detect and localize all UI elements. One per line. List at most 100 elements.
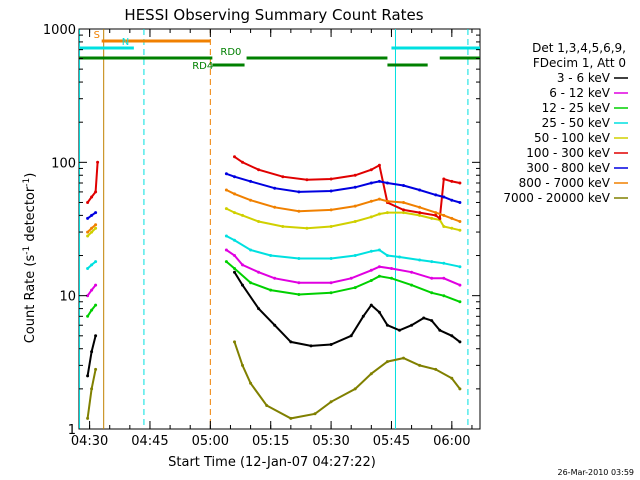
series-point xyxy=(269,254,273,257)
series-point xyxy=(369,168,373,172)
series-point xyxy=(309,344,313,348)
series-point xyxy=(241,160,244,164)
series-point xyxy=(390,276,393,280)
series-point xyxy=(442,276,446,280)
y-tick-label: 1000 xyxy=(43,23,76,38)
series-point xyxy=(233,238,236,242)
series-point xyxy=(385,211,389,215)
series-line xyxy=(86,162,99,204)
series-point xyxy=(329,189,333,193)
y-axis-label-sup2: -1 xyxy=(22,178,32,187)
series-point xyxy=(434,213,438,217)
series-point xyxy=(96,160,100,164)
series-point xyxy=(369,268,373,272)
series-point xyxy=(369,199,373,203)
series-point xyxy=(418,363,422,367)
series-point xyxy=(86,201,90,204)
series-point xyxy=(450,198,454,202)
series-point xyxy=(442,225,446,228)
y-tick-label: 10 xyxy=(59,290,76,305)
series-point xyxy=(94,367,98,371)
series-point xyxy=(90,226,94,230)
annotation-label: RD0 xyxy=(220,47,241,58)
x-tick-label: 05:45 xyxy=(373,434,410,449)
series-point xyxy=(458,300,462,304)
series-point xyxy=(385,360,389,364)
legend-entry-label: 6 - 12 keV xyxy=(549,86,611,100)
series-point xyxy=(297,281,301,285)
series-point xyxy=(410,270,414,274)
series-point xyxy=(86,294,90,298)
series-point xyxy=(329,291,333,295)
series-point xyxy=(450,334,454,338)
series-point xyxy=(458,283,462,287)
series-point xyxy=(353,204,357,208)
series-point xyxy=(94,190,98,194)
annotation-bars: S N RD0 RD4 xyxy=(79,30,480,72)
series-point xyxy=(430,291,434,295)
series-point xyxy=(430,216,434,220)
x-tick-label: 06:00 xyxy=(433,434,470,449)
legend-entry-label: 300 - 800 keV xyxy=(526,161,610,175)
series-point xyxy=(265,404,269,407)
legend: Det 1,3,4,5,6,9, FDecim 1, Att 0 3 - 6 k… xyxy=(503,41,628,205)
series-point xyxy=(273,205,277,209)
series-point xyxy=(418,213,422,217)
series-point xyxy=(377,179,381,183)
y-axis-label-end: ) xyxy=(23,173,38,178)
series-point xyxy=(281,225,285,228)
series-point xyxy=(257,270,261,274)
series-point xyxy=(418,188,422,192)
series-point xyxy=(233,175,236,179)
series-point xyxy=(377,212,381,216)
series-point xyxy=(402,356,405,360)
x-tick-label: 05:30 xyxy=(312,434,349,449)
x-tick-label: 05:00 xyxy=(192,434,229,449)
series-line xyxy=(226,172,461,204)
footer-timestamp: 26-Mar-2010 03:59 xyxy=(558,468,635,477)
series-point xyxy=(410,283,414,287)
series-point xyxy=(385,181,389,185)
series-point xyxy=(233,267,236,270)
legend-header-line1: Det 1,3,4,5,6,9, xyxy=(532,41,626,55)
series-point xyxy=(434,211,438,215)
series-point xyxy=(369,181,373,185)
series-point xyxy=(86,416,90,420)
series-point xyxy=(349,334,353,338)
series-point xyxy=(313,412,317,416)
series-point xyxy=(442,177,446,181)
series-line xyxy=(233,271,461,347)
series-point xyxy=(90,350,94,354)
legend-entry-label: 50 - 100 keV xyxy=(534,131,611,145)
y-axis-label: Count Rate (s-1 detector-1) xyxy=(22,173,38,344)
series-point xyxy=(329,343,333,346)
series-point xyxy=(442,195,446,199)
vertical-markers xyxy=(79,29,469,429)
series-line xyxy=(233,341,461,420)
x-tick-label: 05:15 xyxy=(252,434,289,449)
series-point xyxy=(349,276,353,280)
series-point xyxy=(224,207,228,211)
series-point xyxy=(438,328,442,332)
series-point xyxy=(241,263,244,267)
series-point xyxy=(458,265,462,269)
series-point xyxy=(377,265,381,269)
series-point xyxy=(86,267,90,270)
series-point xyxy=(94,283,98,287)
series-point xyxy=(94,226,98,230)
series-point xyxy=(273,276,277,280)
series-point xyxy=(86,216,90,220)
series-point xyxy=(450,376,454,380)
series-point xyxy=(458,220,462,223)
series-point xyxy=(377,310,381,314)
y-axis-label-main: Count Rate (s xyxy=(23,255,38,344)
series-point xyxy=(329,257,333,260)
series-point xyxy=(86,314,90,318)
series-point xyxy=(86,230,90,234)
series-point xyxy=(273,186,277,190)
chart-title: HESSI Observing Summary Count Rates xyxy=(124,6,423,24)
annotation-label: N xyxy=(122,37,129,48)
series-point xyxy=(224,248,228,252)
series-point xyxy=(233,270,236,274)
